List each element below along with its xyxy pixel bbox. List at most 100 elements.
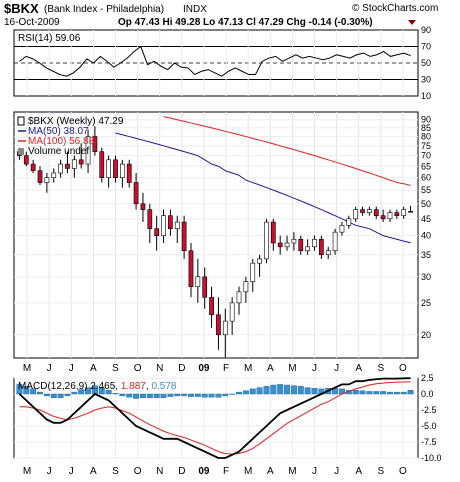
macd-tick-label: -5.0	[421, 421, 437, 431]
candle-body	[305, 246, 310, 252]
macd-histogram-bar	[37, 391, 43, 395]
price-tick-label: 55	[421, 185, 431, 195]
macd-histogram-bar	[284, 384, 290, 395]
candle-body	[202, 276, 208, 298]
rsi-title: RSI(14) 59.06	[18, 33, 81, 44]
rsi-line	[19, 45, 411, 77]
x-tick-label: 09	[198, 466, 210, 477]
ma100-label: MA(100) 56.88	[28, 136, 95, 147]
macd-histogram-bar	[222, 393, 229, 397]
candle-body	[312, 238, 317, 248]
x-tick-label: F	[223, 466, 229, 477]
macd-histogram-bar	[387, 391, 393, 395]
x-tick-label: A	[90, 363, 97, 374]
price-tick-label: 80	[421, 132, 431, 142]
candle-body	[106, 159, 111, 178]
x-tick-label: 09	[198, 363, 210, 374]
price-tick-label: 85	[421, 123, 431, 133]
macd-histogram-bar	[146, 393, 153, 399]
x-tick-label: O	[134, 466, 142, 477]
x-tick-label: J	[69, 363, 74, 374]
x-tick-label: N	[156, 466, 163, 477]
x-tick-label: A	[90, 466, 97, 477]
macd-histogram-bar	[98, 387, 105, 395]
x-tick-label: A	[267, 466, 274, 477]
candle-body	[401, 209, 407, 216]
x-tick-label: F	[223, 363, 229, 374]
candle-body	[243, 281, 249, 293]
candle-body	[216, 314, 221, 336]
x-tick-label: M	[288, 363, 296, 374]
macd-histogram-bar	[270, 384, 277, 395]
candle-body	[71, 159, 77, 169]
macd-histogram-bar	[194, 393, 201, 397]
candle-body	[188, 250, 194, 287]
price-tick-label: 75	[421, 141, 431, 151]
macd-tick-label: 2.5	[421, 373, 434, 383]
macd-histogram-bar	[263, 386, 270, 395]
candle-body	[161, 215, 166, 236]
macd-histogram-bar	[290, 385, 297, 395]
price-tick-label: 40	[421, 231, 431, 241]
candle-body	[346, 218, 352, 226]
rsi-tick-label: 50	[421, 58, 431, 68]
x-tick-label: D	[178, 466, 185, 477]
candle-body	[140, 203, 146, 210]
x-tick-label: S	[377, 363, 384, 374]
macd-histogram-bar	[229, 393, 236, 395]
macd-histogram-bar	[208, 393, 215, 398]
candle-body	[174, 221, 180, 229]
macd-tick-label: -7.5	[421, 437, 437, 447]
candle-body	[78, 159, 84, 165]
macd-histogram-bar	[256, 387, 263, 395]
macd-histogram-bar	[50, 393, 57, 399]
candle-body	[298, 238, 304, 252]
price-tick-label: 45	[421, 214, 431, 224]
macd-histogram-bar	[373, 391, 380, 395]
x-tick-label: S	[377, 466, 384, 477]
x-tick-label: A	[355, 363, 362, 374]
candle-body	[408, 211, 413, 213]
x-tick-label: J	[69, 466, 74, 477]
x-tick-label: S	[112, 466, 119, 477]
candle-body	[250, 262, 256, 282]
macd-histogram-bar	[393, 391, 400, 395]
price-tick-label: 50	[421, 199, 431, 209]
candle-body	[394, 212, 400, 216]
candle-body	[353, 209, 359, 220]
macd-layer	[16, 377, 414, 459]
x-tick-label: J	[47, 466, 52, 477]
quote-date: 16-Oct-2009	[4, 17, 60, 28]
macd-histogram-bar	[78, 389, 85, 395]
macd-histogram-bar	[23, 386, 30, 395]
exchange: INDX	[183, 4, 207, 15]
macd-histogram-bar	[160, 393, 167, 399]
macd-histogram-bar	[181, 393, 188, 397]
candle-body	[23, 155, 29, 165]
x-tick-label: J	[312, 363, 317, 374]
x-tick-label: D	[178, 363, 185, 374]
macd-histogram-bar	[119, 393, 126, 397]
candle-body	[291, 238, 297, 244]
candle-body	[99, 151, 105, 178]
candle-body	[229, 302, 235, 322]
ma100-line	[163, 116, 411, 186]
macd-histogram-bar	[277, 384, 284, 395]
macd-tick-label: -2.5	[421, 405, 437, 415]
macd-signal-line	[19, 381, 411, 455]
candle-body	[380, 215, 386, 220]
macd-histogram-bar	[30, 388, 37, 395]
macd-histogram-bar	[215, 393, 222, 398]
candle-body	[126, 163, 132, 183]
macd-histogram-bar	[105, 389, 112, 395]
x-tick-label: M	[288, 466, 296, 477]
rsi-tick-label: 70	[421, 42, 431, 52]
x-tick-label: M	[244, 363, 252, 374]
x-tick-label: S	[112, 363, 119, 374]
watermark: © StockCharts.com	[352, 3, 438, 14]
candle-body	[236, 291, 242, 304]
down-arrow-icon	[408, 20, 416, 25]
macd-histogram-bar	[380, 391, 387, 395]
candle-body	[92, 136, 98, 152]
candle-body	[264, 221, 269, 260]
